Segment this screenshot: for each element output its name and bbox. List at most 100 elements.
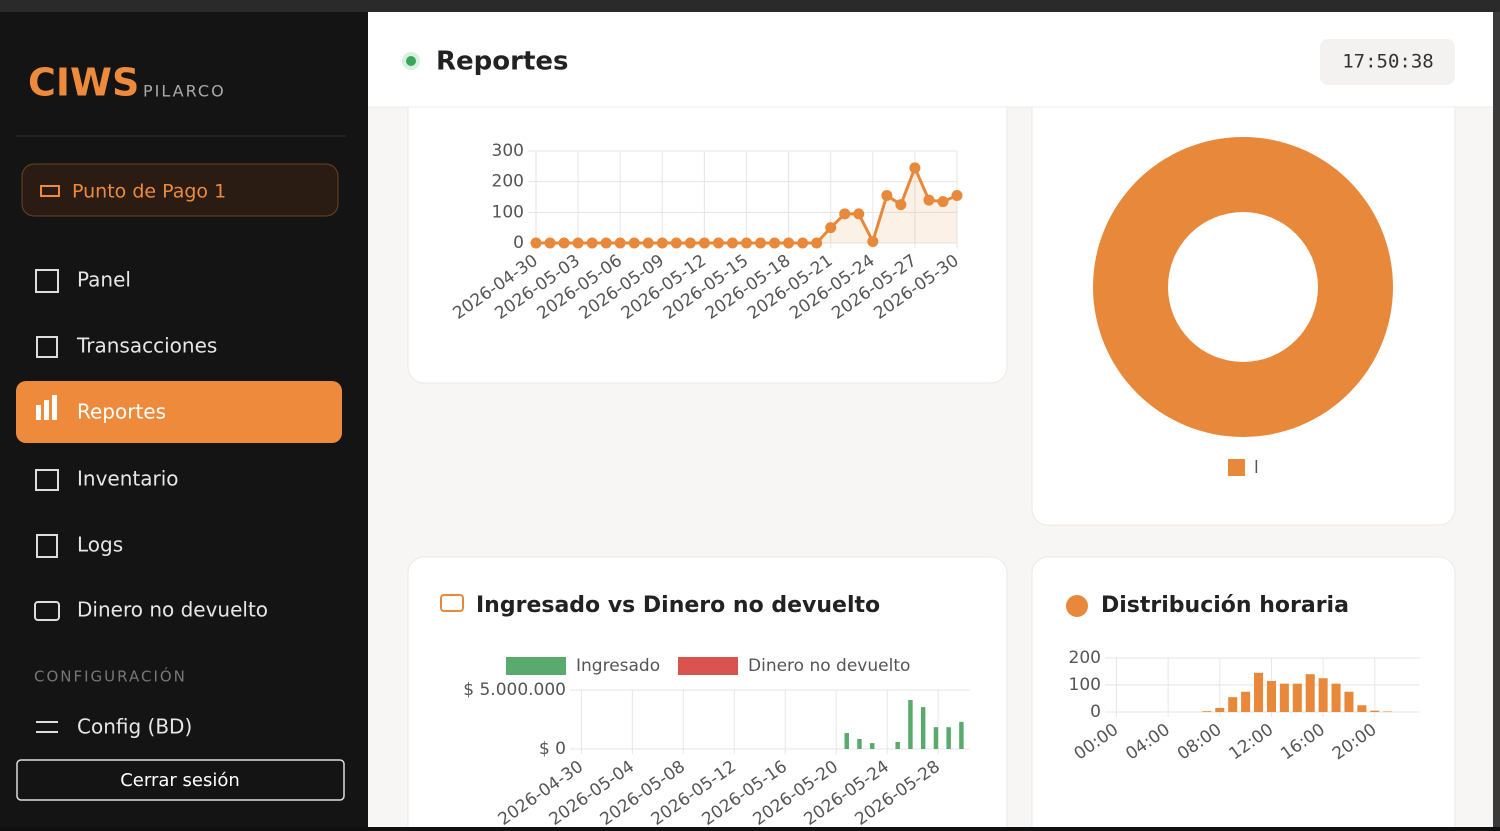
point <box>614 237 626 249</box>
legend-label: Ingresado <box>576 656 660 676</box>
bar <box>1305 674 1315 712</box>
window-strip <box>0 0 1500 12</box>
bar <box>1357 705 1367 712</box>
icon-bar <box>36 405 41 420</box>
legend-swatch <box>506 657 566 675</box>
nav-icons <box>34 269 60 733</box>
point <box>755 237 767 249</box>
bar <box>908 700 913 749</box>
y-tick-label: 200 <box>1069 648 1101 668</box>
header <box>368 12 1493 107</box>
bar <box>1215 707 1225 712</box>
point <box>783 237 795 249</box>
clock-box <box>1320 39 1455 85</box>
station-box[interactable] <box>21 163 339 217</box>
card-icon <box>1066 595 1088 617</box>
point <box>712 237 724 249</box>
point <box>853 208 865 220</box>
bar <box>1370 710 1380 712</box>
point <box>909 162 921 174</box>
nav-item[interactable]: Dinero no devuelto <box>77 598 268 622</box>
point <box>684 237 696 249</box>
section-label: CONFIGURACIÓN <box>34 667 187 686</box>
point <box>586 237 598 249</box>
bar <box>1331 683 1341 712</box>
card-icon <box>440 594 464 612</box>
bar <box>933 727 939 749</box>
icon-bar <box>44 400 49 420</box>
legend-swatch <box>1228 459 1245 476</box>
point <box>642 237 654 249</box>
bar <box>1292 683 1302 712</box>
y-tick-label: $ 0 <box>539 739 566 759</box>
bar <box>1344 691 1354 712</box>
logout-button[interactable] <box>16 759 345 801</box>
bar <box>844 733 849 749</box>
edge <box>1493 12 1500 827</box>
bar <box>869 743 875 749</box>
nav-item[interactable]: Panel <box>77 268 131 292</box>
legend-label: l <box>1254 458 1259 478</box>
point <box>600 237 612 249</box>
point <box>881 189 893 201</box>
bar <box>946 727 951 749</box>
nav-item[interactable]: Reportes <box>77 400 166 424</box>
card-title: Distribución horaria <box>1101 593 1349 618</box>
bar <box>920 707 926 749</box>
bar <box>1228 697 1238 712</box>
point <box>811 237 823 249</box>
point <box>923 194 935 206</box>
bar <box>1241 691 1251 712</box>
point <box>951 189 963 201</box>
bar <box>1254 672 1264 712</box>
y-tick-label: 100 <box>1069 675 1101 695</box>
nav-item[interactable]: Inventario <box>77 467 179 491</box>
point <box>670 237 682 249</box>
station-icon <box>40 185 60 197</box>
icon-bar <box>52 395 57 420</box>
legend-label: Dinero no devuelto <box>748 656 910 676</box>
area <box>536 167 957 243</box>
page-title: Reportes <box>436 47 569 77</box>
nav-item[interactable]: Logs <box>77 533 123 557</box>
nav-item[interactable]: Config (BD) <box>77 715 192 739</box>
y-tick-label: $ 5.000.000 <box>463 680 566 700</box>
point <box>698 237 710 249</box>
point <box>895 199 907 211</box>
point <box>797 237 809 249</box>
nav-item[interactable]: Transacciones <box>76 334 217 358</box>
point <box>741 237 752 249</box>
point <box>656 237 668 249</box>
point <box>839 208 851 220</box>
logout-label: Cerrar sesión <box>120 770 240 791</box>
y-tick-label: 0 <box>513 233 524 253</box>
bar <box>1279 683 1289 712</box>
point <box>572 237 584 249</box>
legend-swatch <box>678 657 738 675</box>
point <box>530 237 542 249</box>
y-tick-label: 100 <box>492 202 524 222</box>
point <box>937 196 949 208</box>
card-title: Ingresado vs Dinero no devuelto <box>476 593 880 618</box>
bar <box>1318 678 1328 712</box>
slice <box>1093 137 1393 437</box>
point <box>769 237 781 249</box>
y-tick-label: 0 <box>1090 702 1101 722</box>
status-dot <box>406 56 416 66</box>
y-tick-label: 300 <box>492 141 524 161</box>
point <box>558 237 570 249</box>
bar <box>857 738 862 749</box>
brand: CIWS <box>28 61 139 105</box>
point <box>544 237 556 249</box>
bar <box>895 741 900 749</box>
bar <box>1202 711 1212 712</box>
point <box>628 237 640 249</box>
station: Punto de Pago 1 <box>72 181 226 203</box>
y-tick-label: 200 <box>492 172 524 192</box>
clock: 17:50:38 <box>1342 51 1434 73</box>
bar <box>959 721 964 749</box>
point <box>825 222 837 234</box>
point <box>867 235 879 247</box>
point <box>726 237 738 249</box>
